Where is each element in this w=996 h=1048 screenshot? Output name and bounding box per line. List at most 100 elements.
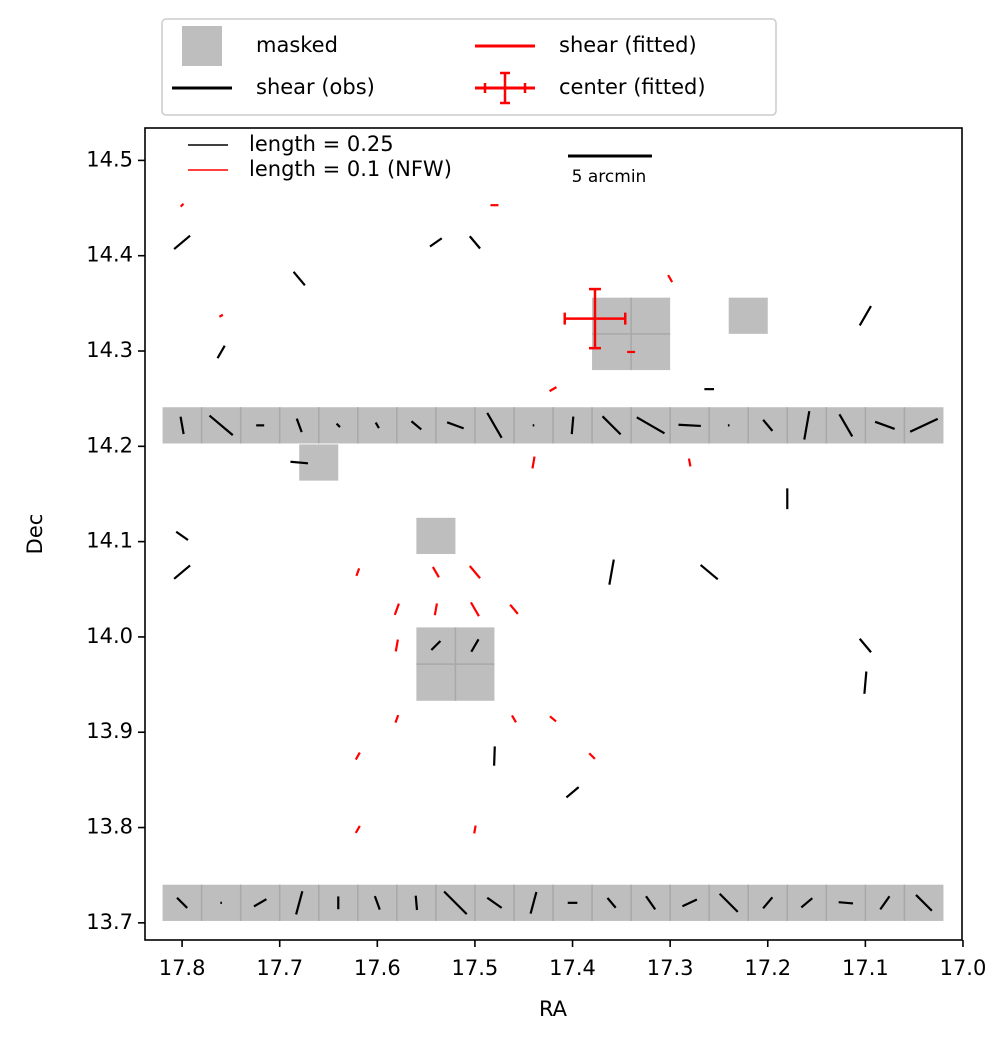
legend-label: center (fitted) [559, 75, 706, 99]
obs-stick [179, 416, 185, 435]
obs-stick [429, 237, 443, 248]
masked-region [416, 517, 456, 555]
legend-label: masked [256, 33, 338, 57]
x-tick-label: 17.0 [940, 956, 987, 980]
model-stick [531, 456, 536, 469]
obs-stick [699, 564, 719, 581]
obs-stick [374, 422, 380, 429]
obs-stick [762, 896, 774, 910]
y-tick-label: 14.2 [86, 433, 133, 457]
length-key-label: length = 0.25 [249, 132, 394, 156]
scale-bar-label: 5 arcmin [572, 167, 647, 187]
obs-stick [909, 417, 939, 433]
obs-stick [874, 420, 896, 430]
model-stick [393, 603, 400, 616]
y-tick-label: 14.4 [86, 243, 133, 267]
obs-stick [295, 418, 303, 433]
y-tick-label: 13.8 [86, 815, 133, 839]
legend-swatch [182, 26, 222, 66]
obs-stick [208, 414, 234, 436]
y-tick-label: 13.9 [86, 719, 133, 743]
x-tick-label: 17.3 [647, 956, 694, 980]
obs-stick [863, 671, 868, 694]
model-stick [687, 458, 692, 467]
y-tick-label: 13.7 [86, 910, 133, 934]
obs-stick [636, 416, 666, 435]
x-tick-label: 17.7 [256, 956, 303, 980]
model-stick [667, 274, 674, 283]
model-stick [218, 313, 224, 318]
masked-region [728, 297, 768, 334]
obs-stick [645, 895, 657, 911]
obs-stick [601, 415, 622, 436]
model-stick [179, 203, 185, 208]
obs-stick [493, 746, 496, 766]
obs-stick [373, 895, 381, 910]
legend-label: shear (obs) [256, 75, 375, 99]
obs-stick [606, 897, 617, 909]
model-stick [354, 752, 361, 761]
legend-label: shear (fitted) [559, 33, 697, 57]
obs-stick [443, 890, 468, 915]
obs-stick [295, 890, 304, 915]
obs-stick [468, 235, 481, 250]
obs-stick [176, 896, 188, 909]
obs-stick [486, 896, 503, 909]
obs-stick [430, 640, 442, 651]
model-stick [511, 714, 517, 723]
model-stick [431, 566, 440, 578]
model-stick [355, 567, 361, 577]
model-stick [468, 565, 481, 579]
obs-stick [253, 898, 267, 908]
obs-stick [838, 413, 854, 437]
obs-stick [529, 891, 538, 914]
x-tick-label: 17.2 [744, 956, 791, 980]
obs-stick [879, 895, 891, 911]
x-tick-label: 17.8 [159, 956, 206, 980]
model-stick [588, 752, 596, 760]
obs-stick [290, 460, 309, 465]
obs-stick [410, 420, 422, 431]
obs-stick [173, 234, 191, 250]
obs-stick [414, 895, 419, 911]
obs-stick [803, 410, 811, 440]
obs-stick [681, 898, 698, 908]
y-tick-label: 14.5 [86, 147, 133, 171]
obs-stick [838, 901, 854, 905]
length-key-label: length = 0.1 (NFW) [249, 157, 452, 181]
x-tick-label: 17.6 [354, 956, 401, 980]
x-tick-label: 17.5 [452, 956, 499, 980]
obs-stick [800, 897, 814, 909]
model-stick [549, 715, 557, 723]
obs-stick [175, 530, 189, 541]
y-tick-label: 14.3 [86, 338, 133, 362]
model-stick [473, 825, 477, 834]
obs-stick [173, 564, 191, 580]
obs-stick [608, 559, 615, 585]
obs-stick [718, 893, 739, 913]
model-stick [548, 386, 558, 393]
x-tick-label: 17.1 [842, 956, 889, 980]
obs-stick [446, 421, 465, 430]
model-stick [469, 601, 480, 617]
obs-stick [915, 894, 933, 912]
legend-box [161, 18, 777, 116]
model-stick [433, 603, 439, 616]
y-tick-label: 14.0 [86, 624, 133, 648]
model-stick [354, 825, 361, 834]
obs-stick [292, 271, 306, 287]
model-stick [394, 714, 400, 724]
x-axis-label: RA [539, 997, 568, 1021]
obs-stick [470, 638, 480, 653]
obs-stick [678, 423, 701, 428]
y-tick-label: 14.1 [86, 529, 133, 553]
obs-stick [858, 305, 872, 327]
obs-stick [570, 416, 575, 435]
y-axis-label: Dec [23, 514, 47, 555]
model-stick [394, 639, 399, 652]
obs-stick [486, 412, 503, 439]
obs-stick [858, 638, 872, 653]
obs-stick [216, 345, 226, 359]
x-tick-label: 17.4 [549, 956, 596, 980]
